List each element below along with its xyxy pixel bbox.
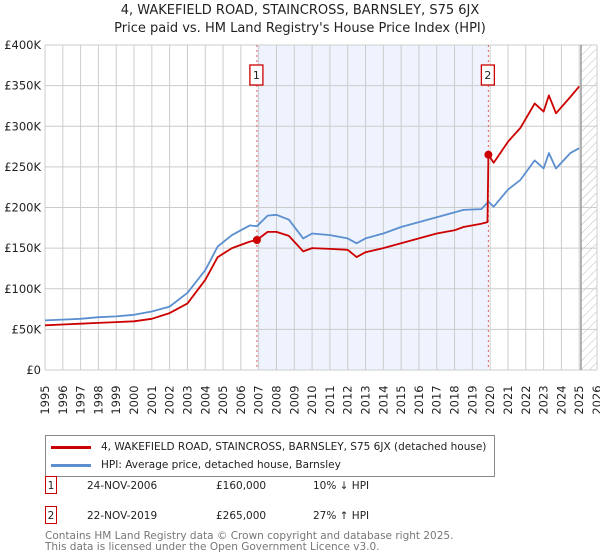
x-tick-label: 2004 — [198, 385, 212, 414]
marker-badge-text: 1 — [253, 69, 260, 82]
x-tick-label: 1998 — [91, 385, 105, 414]
x-tick-label: 1999 — [109, 385, 123, 414]
x-tick-label: 2014 — [376, 385, 390, 414]
x-tick-label: 2013 — [359, 385, 373, 414]
x-tick-label: 2002 — [163, 385, 177, 414]
transaction-date: 22-NOV-2019 — [87, 510, 158, 522]
legend-label-hpi: HPI: Average price, detached house, Barn… — [101, 459, 341, 471]
x-tick-label: 2003 — [180, 385, 194, 414]
legend-swatch-property — [51, 445, 91, 449]
x-tick-label: 2000 — [127, 385, 141, 414]
x-tick-label: 2017 — [430, 385, 444, 414]
transaction-price: £160,000 — [216, 480, 267, 492]
legend-item-hpi: HPI: Average price, detached house, Barn… — [51, 459, 341, 471]
property-series-line — [44, 85, 580, 327]
transaction-price: £265,000 — [216, 510, 267, 522]
y-tick-label: £150K — [4, 241, 41, 255]
x-tick-label: 2007 — [252, 385, 266, 414]
x-tick-label: 2010 — [305, 385, 319, 414]
price-chart: 1995 1996 1997 1998 1999 2000 2001 2002 2003 2004… — [4, 38, 600, 415]
sale-marker-label-2: 2 — [480, 64, 496, 86]
y-tick-label: £400K — [4, 38, 41, 52]
x-tick-label: 2022 — [519, 385, 533, 414]
marker-badge-box — [249, 64, 264, 86]
sale-point-1 — [252, 236, 261, 244]
legend-label-property: 4, WAKEFIELD ROAD, STAINCROSS, BARNSLEY,… — [101, 441, 487, 453]
x-tick-label: 2015 — [394, 385, 408, 414]
hpi-series-line — [44, 147, 580, 322]
chart-title: 4, WAKEFIELD ROAD, STAINCROSS, BARNSLEY,… — [120, 3, 480, 18]
x-tick-label: 2018 — [448, 385, 462, 414]
x-tick-label: 1996 — [56, 385, 70, 414]
transaction-badge: 2 — [45, 506, 57, 524]
legend-swatch-hpi — [51, 463, 91, 467]
footer-copyright: Contains HM Land Registry data © Crown c… — [45, 530, 454, 542]
y-tick-label: £350K — [4, 79, 41, 93]
transaction-badge: 1 — [45, 476, 57, 494]
x-tick-label: 2020 — [483, 385, 497, 414]
chart-subtitle: Price paid vs. HM Land Registry's House … — [114, 21, 486, 36]
x-tick-label: 2005 — [216, 385, 230, 414]
x-tick-label: 2026 — [590, 385, 600, 414]
x-tick-label: 2021 — [501, 385, 515, 414]
sale-point-2 — [484, 150, 493, 159]
x-tick-label: 2009 — [287, 385, 301, 414]
transaction-delta: 27% ↑ HPI — [313, 510, 370, 522]
x-tick-label: 2023 — [537, 385, 551, 414]
x-tick-label: 1995 — [38, 385, 52, 414]
x-tick-label: 1997 — [74, 385, 88, 414]
x-tick-label: 2011 — [323, 385, 337, 414]
y-tick-label: £200K — [4, 201, 41, 215]
y-tick-label: £250K — [4, 160, 41, 174]
x-tick-label: 2025 — [572, 385, 586, 414]
y-tick-label: £50K — [12, 322, 42, 336]
footer-licence: This data is licensed under the Open Gov… — [45, 541, 380, 553]
x-tick-label: 2006 — [234, 385, 248, 414]
y-tick-label: £0 — [26, 363, 41, 377]
x-tick-label: 2001 — [145, 385, 159, 414]
transaction-delta: 10% ↓ HPI — [313, 480, 370, 492]
x-tick-label: 2016 — [412, 385, 426, 414]
marker-badge-box — [480, 64, 496, 86]
x-tick-label: 2019 — [465, 385, 479, 414]
sale-marker-label-1: 1 — [249, 64, 264, 86]
x-tick-label: 2024 — [554, 385, 568, 414]
marker-badge-text: 2 — [484, 69, 491, 82]
footer: Contains HM Land Registry data © Crown c… — [45, 531, 453, 553]
transaction-date: 24-NOV-2006 — [87, 480, 158, 492]
x-tick-label: 2008 — [269, 385, 283, 414]
legend-item-property: 4, WAKEFIELD ROAD, STAINCROSS, BARNSLEY,… — [51, 441, 486, 453]
y-tick-label: £300K — [4, 119, 41, 133]
legend: 4, WAKEFIELD ROAD, STAINCROSS, BARNSLEY,… — [45, 435, 495, 477]
y-tick-label: £100K — [4, 282, 41, 296]
x-tick-label: 2012 — [341, 385, 355, 414]
